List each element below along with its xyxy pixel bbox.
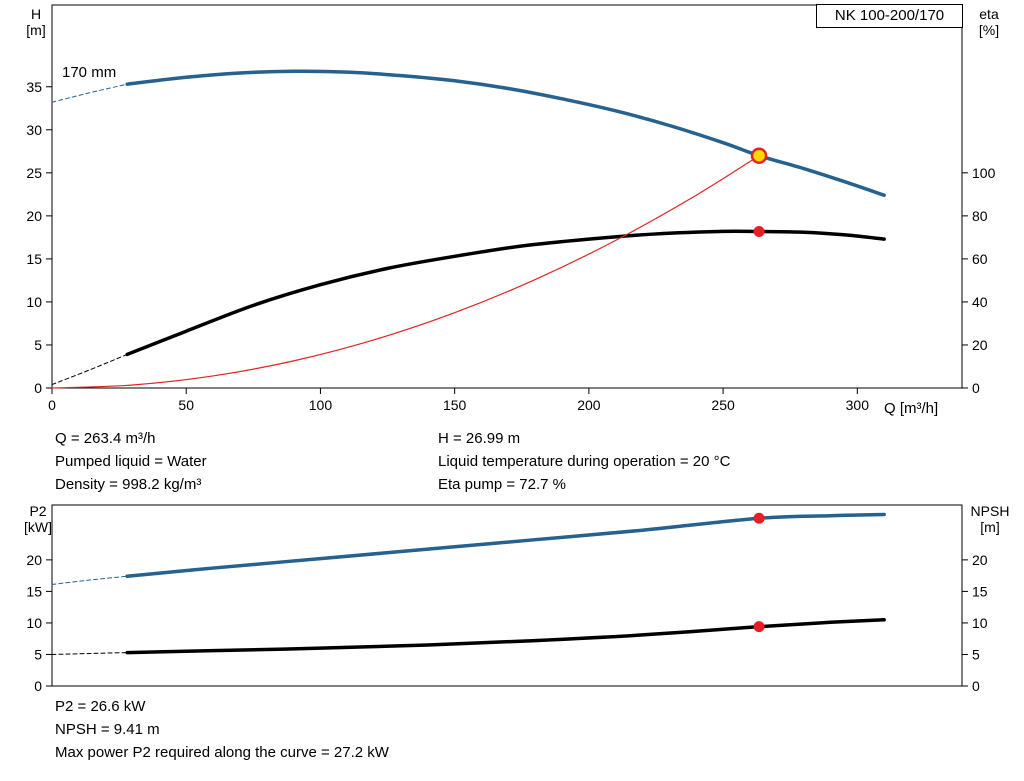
top-x-tick-label: 50 — [178, 397, 194, 413]
top-x-tick-label: 200 — [577, 397, 601, 413]
bottom-plot-frame — [51, 504, 963, 687]
h-axis-label: H [m] — [18, 6, 54, 38]
top-x-tick-label: 0 — [48, 397, 56, 413]
bottom-yright-tick-label: 15 — [972, 583, 988, 599]
p2-axis-label-line2: [kW] — [24, 519, 52, 535]
top-x-tick-label: 100 — [309, 397, 333, 413]
annotation-npsh: NPSH = 9.41 m — [55, 721, 160, 738]
top-yright-tick-label: 60 — [972, 251, 988, 267]
annotation-h: H = 26.99 m — [438, 430, 521, 447]
top-yleft-tick-label: 15 — [26, 251, 42, 267]
duty-point-eta[interactable] — [753, 226, 765, 238]
system-curve — [51, 155, 760, 389]
annotation-density: Density = 998.2 kg/m³ — [55, 476, 202, 493]
top-yleft-tick-label: 30 — [26, 122, 42, 138]
impeller-diameter-label: 170 mm — [62, 64, 117, 81]
eta-axis-label-line2: [%] — [978, 22, 1000, 38]
top-x-tick-label: 250 — [711, 397, 735, 413]
top-yright-tick-label: 100 — [972, 165, 996, 181]
annotation-max-p2: Max power P2 required along the curve = … — [55, 744, 389, 761]
bottom-yright-tick-label: 5 — [972, 646, 980, 662]
top-yright-tick-label: 20 — [972, 337, 988, 353]
duty-point-head[interactable] — [750, 147, 768, 164]
annotation-q: Q = 263.4 m³/h — [55, 430, 156, 447]
top-yleft-tick-label: 20 — [26, 208, 42, 224]
top-yright-tick-label: 40 — [972, 294, 988, 310]
eta-axis-label-line1: eta — [979, 6, 999, 22]
bottom-yleft-tick-label: 0 — [34, 678, 42, 694]
top-yleft-tick-label: 5 — [34, 337, 42, 353]
annotation-p2: P2 = 26.6 kW — [55, 698, 146, 715]
head-curve — [125, 69, 886, 197]
bottom-yleft-tick-label: 15 — [26, 583, 42, 599]
p2-curve-extension — [51, 575, 128, 585]
annotation-liquid-temperature: Liquid temperature during operation = 20… — [438, 453, 731, 470]
annotation-eta-pump: Eta pump = 72.7 % — [438, 476, 566, 493]
pump-model-box: NK 100-200/170 — [816, 4, 963, 28]
bottom-annotations: P2 = 26.6 kW NPSH = 9.41 m Max power P2 … — [55, 695, 389, 764]
h-axis-label-line2: [m] — [26, 22, 46, 38]
bottom-yright-tick-label: 10 — [972, 615, 988, 631]
bottom-yleft-tick-label: 20 — [26, 552, 42, 568]
head-curve-extension — [51, 83, 128, 103]
bottom-yright-tick-label: 0 — [972, 678, 980, 694]
top-x-tick-label: 300 — [846, 397, 870, 413]
eta-axis-label: eta [%] — [966, 6, 1012, 38]
q-axis-label: Q [m³/h] — [884, 400, 939, 417]
top-yright-tick-label: 80 — [972, 208, 988, 224]
top-annotations-left: Q = 263.4 m³/h Pumped liquid = Water Den… — [55, 427, 207, 496]
npsh-axis-label-line2: [m] — [980, 519, 1000, 535]
p2-axis-label-line1: P2 — [29, 503, 47, 519]
npsh-curve — [125, 618, 886, 655]
top-yleft-tick-label: 35 — [26, 79, 42, 95]
bottom-yleft-tick-label: 5 — [34, 646, 42, 662]
duty-point-npsh[interactable] — [753, 621, 765, 633]
npsh-axis-label-line1: NPSH — [970, 503, 1010, 519]
eta-curve-extension — [51, 353, 128, 386]
annotation-pumped-liquid: Pumped liquid = Water — [55, 453, 207, 470]
top-plot-frame — [51, 4, 963, 389]
top-x-tick-label: 150 — [443, 397, 467, 413]
bottom-yleft-tick-label: 10 — [26, 615, 42, 631]
top-annotations-right: H = 26.99 m Liquid temperature during op… — [438, 427, 730, 496]
eta-curve — [125, 229, 886, 357]
npsh-curve-extension — [51, 652, 128, 655]
top-yleft-tick-label: 0 — [34, 380, 42, 396]
p2-axis-label: P2 [kW] — [19, 503, 57, 535]
p2-curve — [125, 512, 886, 579]
top-yleft-tick-label: 10 — [26, 294, 42, 310]
npsh-axis-label: NPSH [m] — [962, 503, 1018, 535]
bottom-yright-tick-label: 20 — [972, 552, 988, 568]
top-yright-tick-label: 0 — [972, 380, 980, 396]
duty-point-p2[interactable] — [753, 512, 765, 524]
h-axis-label-line1: H — [30, 6, 42, 22]
top-yleft-tick-label: 25 — [26, 165, 42, 181]
